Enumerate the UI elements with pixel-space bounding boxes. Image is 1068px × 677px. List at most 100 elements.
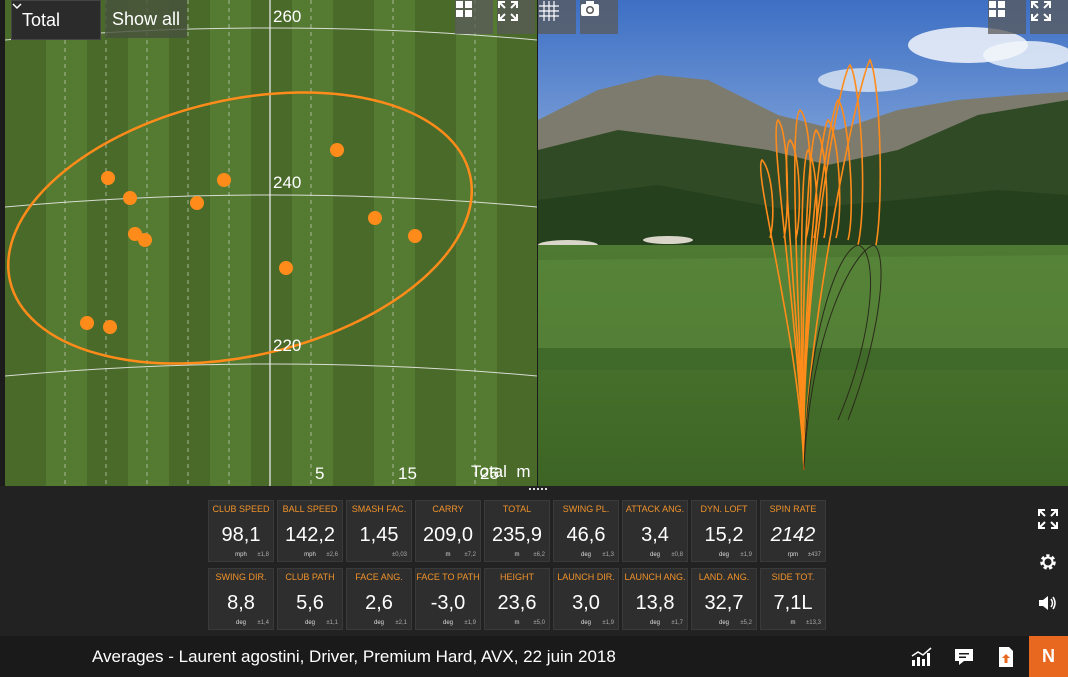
metric-label: FACE TO PATH xyxy=(416,572,480,582)
chevron-down-icon xyxy=(12,3,22,10)
metric-value: 5,6 xyxy=(296,592,324,614)
metric-tile[interactable]: ATTACK ANG. 3,4 deg ±0,8 xyxy=(622,500,688,562)
metric-label: LAUNCH DIR. xyxy=(557,572,615,582)
metric-value: 32,7 xyxy=(704,592,744,614)
metric-unit: deg xyxy=(580,552,591,558)
scene-layout-button[interactable] xyxy=(988,0,1026,34)
metric-tile[interactable]: FACE TO PATH -3,0 deg ±1,9 xyxy=(415,568,481,630)
shot-dots xyxy=(80,143,422,334)
grid-overlay-icon xyxy=(539,1,559,21)
metric-value: 46,6 xyxy=(566,524,606,546)
metric-deviation: ±13,3 xyxy=(806,620,821,626)
scene-expand-button[interactable] xyxy=(1030,0,1068,34)
x-label-15: 15 xyxy=(398,464,417,483)
grid-overlay-button[interactable] xyxy=(538,0,576,34)
brand-button[interactable]: N xyxy=(1029,636,1068,677)
shot-dot xyxy=(103,320,117,334)
metric-deviation: ±1,7 xyxy=(671,620,683,626)
metric-deviation: ±5,0 xyxy=(533,620,545,626)
session-caption: Averages - Laurent agostini, Driver, Pre… xyxy=(92,647,616,666)
camera-button[interactable] xyxy=(580,0,618,34)
status-bar: Averages - Laurent agostini, Driver, Pre… xyxy=(0,636,1068,677)
metric-tile[interactable]: TOTAL 235,9 m ±6,2 xyxy=(484,500,550,562)
statistics-button[interactable] xyxy=(909,644,935,670)
dispersion-view[interactable]: 260 240 220 5 15 25 Total m Total Show a… xyxy=(5,0,537,486)
comment-icon xyxy=(955,649,973,665)
metric-tile[interactable]: SMASH FAC. 1,45 ±0,03 xyxy=(346,500,412,562)
panel-expand-button[interactable] xyxy=(1035,506,1061,532)
metric-value: 23,6 xyxy=(497,592,537,614)
metric-tile[interactable]: LAUNCH ANG. 13,8 deg ±1,7 xyxy=(622,568,688,630)
metric-tile[interactable]: SWING PL. 46,6 deg ±1,3 xyxy=(553,500,619,562)
shot-dot xyxy=(279,261,293,275)
shot-dot xyxy=(190,196,204,210)
metric-value: 235,9 xyxy=(491,524,543,546)
metric-value: 3,0 xyxy=(572,592,600,614)
metric-value: 3,4 xyxy=(641,524,669,546)
export-button[interactable] xyxy=(993,644,1019,670)
metric-unit: m xyxy=(514,552,520,558)
metric-tile[interactable]: LAUNCH DIR. 3,0 deg ±1,9 xyxy=(553,568,619,630)
metric-tile[interactable]: SIDE TOT. 7,1L m ±13,3 xyxy=(760,568,826,630)
metric-value: 209,0 xyxy=(422,524,474,546)
volume-button[interactable] xyxy=(1035,590,1061,616)
shot-dot xyxy=(101,171,115,185)
metric-value: -3,0 xyxy=(430,592,466,614)
metric-deviation: ±1,9 xyxy=(740,552,752,558)
shot-dot xyxy=(368,211,382,225)
metric-deviation: ±2,1 xyxy=(395,620,407,626)
metric-tile[interactable]: DYN. LOFT 15,2 deg ±1,9 xyxy=(691,500,757,562)
metric-select-value: Total xyxy=(22,9,61,30)
grid-layout-icon xyxy=(989,1,1005,17)
metric-value: 2,6 xyxy=(365,592,393,614)
metric-label: SMASH FAC. xyxy=(351,504,407,514)
comment-button[interactable] xyxy=(951,644,977,670)
dispersion-ellipse xyxy=(7,91,473,365)
layout-button[interactable] xyxy=(455,0,493,34)
shot-dot xyxy=(408,229,422,243)
metric-tile[interactable]: HEIGHT 23,6 m ±5,0 xyxy=(484,568,550,630)
shot-dot xyxy=(138,233,152,247)
metric-deviation: ±1,9 xyxy=(602,620,614,626)
metric-label: SWING PL. xyxy=(562,504,610,514)
axis-caption: Total m xyxy=(471,462,531,481)
metric-tile[interactable]: CARRY 209,0 m ±7,2 xyxy=(415,500,481,562)
volume-icon xyxy=(1039,596,1056,610)
settings-button[interactable] xyxy=(1035,549,1061,575)
metric-tile[interactable]: SPIN RATE 2142 rpm ±437 xyxy=(760,500,826,562)
show-all-button[interactable]: Show all xyxy=(105,0,187,38)
metric-value: 13,8 xyxy=(635,592,675,614)
y-label-260: 260 xyxy=(273,7,301,26)
metric-tile[interactable]: CLUB PATH 5,6 deg ±1,1 xyxy=(277,568,343,630)
settings-icon xyxy=(1040,554,1056,570)
metric-label: BALL SPEED xyxy=(282,504,338,514)
metrics-panel: CLUB SPEED 98,1 mph ±1,8 BALL SPEED 142,2 mph ±… xyxy=(0,486,1068,636)
panel-resize-handle[interactable] xyxy=(528,488,548,494)
metric-tile[interactable]: CLUB SPEED 98,1 mph ±1,8 xyxy=(208,500,274,562)
metric-value: 15,2 xyxy=(704,524,744,546)
metric-tile[interactable]: SWING DIR. 8,8 deg ±1,4 xyxy=(208,568,274,630)
metric-tile[interactable]: BALL SPEED 142,2 mph ±2,6 xyxy=(277,500,343,562)
metric-tile[interactable]: LAND. ANG. 32,7 deg ±5,2 xyxy=(691,568,757,630)
trajectory-3d-view[interactable] xyxy=(538,0,1068,486)
metric-deviation: ±6,2 xyxy=(533,552,545,558)
x-label-25: 25 xyxy=(480,464,499,483)
metric-label: SWING DIR. xyxy=(215,572,267,582)
metric-value: 98,1 xyxy=(221,524,261,546)
x-label-5: 5 xyxy=(315,464,324,483)
metric-deviation: ±1,8 xyxy=(257,552,269,558)
metric-label: LAND. ANG. xyxy=(698,572,750,582)
metric-select[interactable]: Total xyxy=(11,0,101,40)
expand-button[interactable] xyxy=(497,0,535,34)
metric-tile[interactable]: FACE ANG. 2,6 deg ±2,1 xyxy=(346,568,412,630)
metric-unit: rpm xyxy=(787,552,799,558)
shot-dot xyxy=(80,316,94,330)
metric-deviation: ±1,4 xyxy=(257,620,269,626)
metric-value: 8,8 xyxy=(227,592,255,614)
metric-deviation: ±2,6 xyxy=(326,552,338,558)
metric-unit: deg xyxy=(373,620,384,626)
shot-dot xyxy=(330,143,344,157)
metric-unit: mph xyxy=(235,552,247,558)
metric-label: SPIN RATE xyxy=(769,504,817,514)
